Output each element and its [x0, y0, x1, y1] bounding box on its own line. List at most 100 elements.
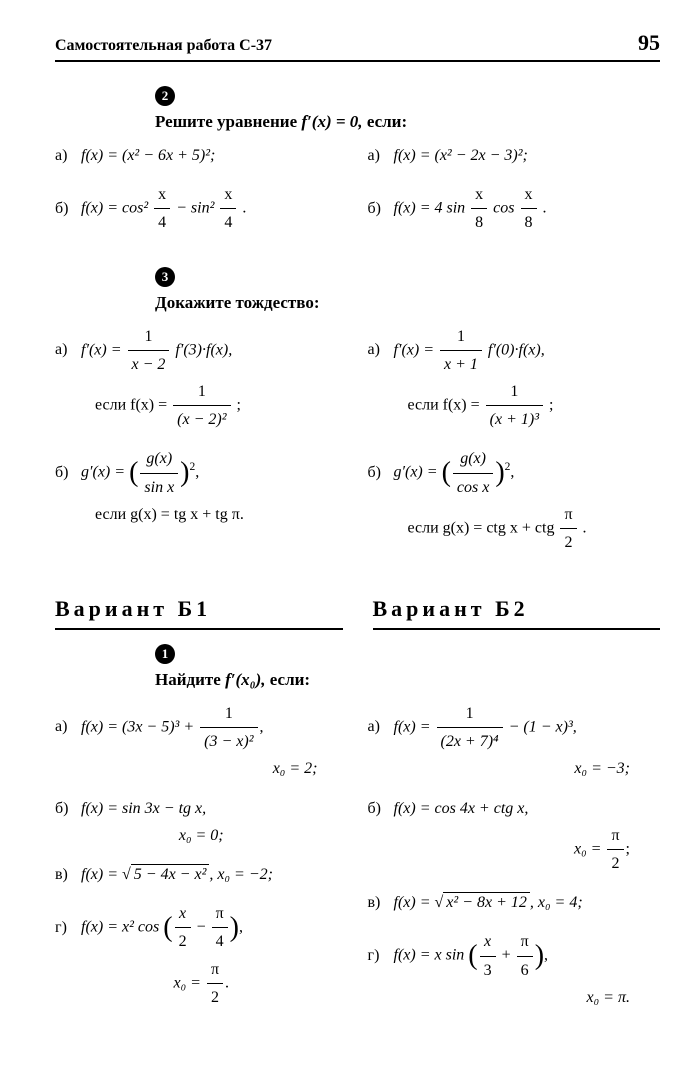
- prefix: f(x) =: [81, 866, 122, 883]
- rhs: f′(3)·f(x),: [175, 341, 232, 358]
- fraction: 1 x − 2: [128, 323, 170, 378]
- section-2-right: а) f(x) = (x² − 2x − 3)²; б) f(x) = 4 si…: [368, 142, 661, 249]
- section-2-left: а) f(x) = (x² − 6x + 5)²; б) f(x) = cos²…: [55, 142, 348, 249]
- variant-b2-col: Вариант Б2: [373, 596, 661, 630]
- x0-value: x₀ = 0;: [55, 822, 348, 849]
- condition: если g(x) = ctg x + ctg π2 .: [408, 501, 661, 556]
- prefix: f(x) =: [394, 894, 435, 911]
- lparen-icon: (: [442, 457, 451, 488]
- sqrt-body: 5 − 4x − x²: [131, 864, 210, 884]
- formula-prefix: f(x) = 4 sin: [394, 200, 466, 217]
- numerator: x: [521, 181, 537, 209]
- semicolon: ;: [237, 396, 241, 413]
- formula-suffix: .: [543, 200, 547, 217]
- item-label: б): [368, 795, 390, 822]
- variant-b2-title: Вариант Б2: [373, 596, 661, 630]
- item-label: г): [55, 914, 77, 941]
- header-title: Самостоятельная работа С-37: [55, 37, 272, 55]
- numerator: π: [207, 956, 223, 984]
- minus: −: [193, 919, 210, 936]
- denominator: 2: [607, 850, 623, 877]
- section-bullet-3: 3: [155, 267, 175, 287]
- lhs: f(x) =: [394, 718, 435, 735]
- x0-suffix: .: [225, 974, 229, 991]
- denominator: x − 2: [132, 356, 166, 373]
- item-label: б): [55, 195, 77, 222]
- numerator: 1: [200, 700, 257, 728]
- if-suffix: .: [583, 519, 587, 536]
- section-3-left: а) f′(x) = 1x − 2 f′(3)·f(x), если f(x) …: [55, 323, 348, 569]
- denominator: 3: [480, 957, 496, 984]
- prompt-suffix: если:: [270, 670, 310, 689]
- lhs: f′(x) =: [81, 341, 126, 358]
- denominator: cos x: [457, 479, 489, 496]
- comma: ,: [510, 464, 514, 481]
- plus: +: [498, 947, 515, 964]
- lhs: g′(x) =: [394, 464, 442, 481]
- denominator: 4: [154, 209, 170, 236]
- problem-1d-b1: г) f(x) = x² cos (x2 − π4), x₀ = π2.: [55, 900, 348, 1011]
- lparen-icon: (: [468, 940, 477, 971]
- sqrt-body: x² − 8x + 12: [443, 892, 530, 912]
- if-text: если f(x) =: [408, 396, 484, 413]
- item-label: б): [55, 459, 77, 486]
- problem-2a-right: а) f(x) = (x² − 2x − 3)²;: [368, 142, 661, 169]
- formula: f(x) = cos 4x + ctg x,: [394, 800, 529, 817]
- lhs: f′(x) =: [394, 341, 439, 358]
- variants-row: Вариант Б1 Вариант Б2: [55, 596, 660, 630]
- fraction: x4: [220, 181, 236, 236]
- comma: ,: [544, 947, 548, 964]
- fraction: x8: [471, 181, 487, 236]
- denominator: (x + 1)³: [490, 411, 539, 428]
- problem-3a-left: а) f′(x) = 1x − 2 f′(3)·f(x), если f(x) …: [55, 323, 348, 434]
- problem-1a-b2: а) f(x) = 1(2x + 7)⁴ − (1 − x)³, x₀ = −3…: [368, 700, 661, 783]
- numerator: 1: [128, 323, 170, 351]
- variant-b1-title: Вариант Б1: [55, 596, 343, 630]
- x0: x₀ = −3;: [574, 760, 630, 777]
- fraction: 1(2x + 7)⁴: [437, 700, 503, 755]
- suffix: , x₀ = −2;: [209, 866, 273, 883]
- formula-mid: cos: [493, 200, 514, 217]
- prompt-math: f′(x₀),: [225, 670, 270, 689]
- numerator: 1: [437, 700, 503, 728]
- numerator: π: [560, 501, 576, 529]
- x0-value: x₀ = π.: [368, 984, 661, 1011]
- section-bullet-1b: 1: [155, 644, 175, 664]
- prompt-prefix: Найдите: [155, 670, 225, 689]
- radicand: x² − 8x + 12: [446, 894, 527, 911]
- prompt-math: f′(x) = 0,: [301, 112, 366, 131]
- denominator: 2: [560, 529, 576, 556]
- comma: ,: [239, 919, 243, 936]
- section-3-right: а) f′(x) = 1x + 1 f′(0)·f(x), если f(x) …: [368, 323, 661, 569]
- numerator: 1: [440, 323, 482, 351]
- rparen-icon: ): [180, 457, 189, 488]
- if-text: если f(x) =: [95, 396, 171, 413]
- item-label: а): [55, 142, 77, 169]
- lhs: f(x) = (3x − 5)³ +: [81, 718, 198, 735]
- if-text: если g(x) = tg x + tg π.: [95, 506, 244, 523]
- fraction: π2: [207, 956, 223, 1011]
- item-label: б): [55, 795, 77, 822]
- denominator: 6: [517, 957, 533, 984]
- denominator: 2: [175, 928, 191, 955]
- numerator: π: [607, 822, 623, 850]
- prompt-suffix: если:: [367, 112, 407, 131]
- rhs: − (1 − x)³,: [509, 718, 577, 735]
- item-label: б): [368, 195, 390, 222]
- fraction: π4: [212, 900, 228, 955]
- fraction: g(x)cos x: [453, 445, 493, 500]
- condition: если g(x) = tg x + tg π.: [95, 501, 348, 528]
- item-label: в): [368, 889, 390, 916]
- condition: если f(x) = 1(x − 2)² ;: [95, 378, 348, 433]
- numerator: π: [517, 928, 533, 956]
- problem-1d-b2: г) f(x) = x sin (x3 + π6), x₀ = π.: [368, 928, 661, 1011]
- numerator: x: [179, 905, 186, 922]
- problem-2b-right: б) f(x) = 4 sin x8 cos x8 .: [368, 181, 661, 236]
- section-1b-columns: а) f(x) = (3x − 5)³ + 1(3 − x)², x₀ = 2;…: [55, 700, 660, 1023]
- problem-1c-b2: в) f(x) = √x² − 8x + 12, x₀ = 4;: [368, 889, 661, 916]
- comma: ,: [260, 718, 264, 735]
- problem-1b-b1: б) f(x) = sin 3x − tg x, x₀ = 0;: [55, 795, 348, 849]
- denominator: (x − 2)²: [177, 411, 226, 428]
- numerator: g(x): [146, 450, 172, 467]
- page-header: Самостоятельная работа С-37 95: [55, 30, 660, 62]
